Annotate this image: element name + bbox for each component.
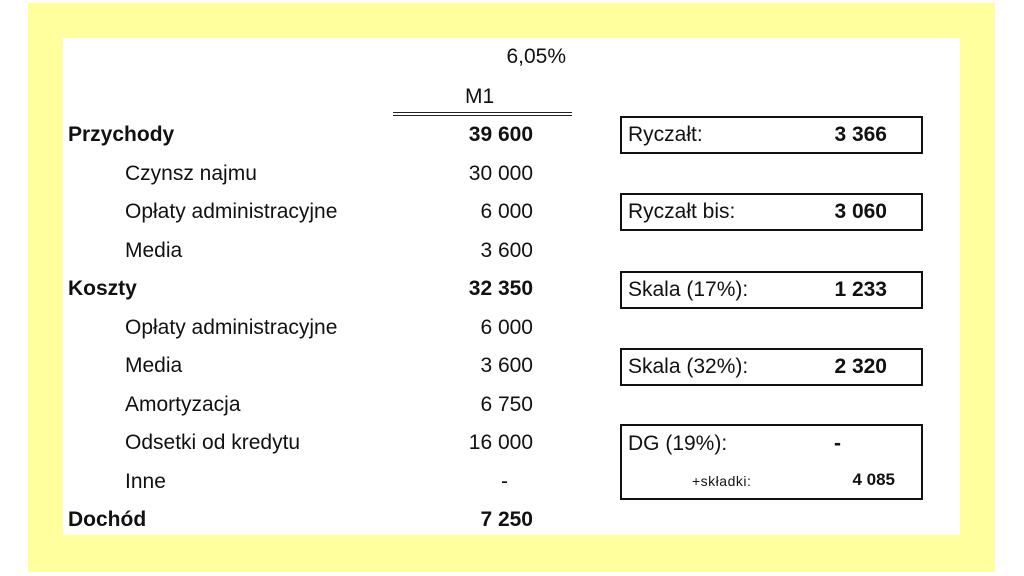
row-label: Media: [125, 238, 183, 262]
row-value: 7 250: [480, 508, 533, 531]
tax-value: 3 060: [834, 200, 887, 223]
row-label: Koszty: [68, 277, 137, 300]
row-value: -: [501, 469, 508, 493]
row-label: Inne: [125, 469, 166, 493]
tax-label: Ryczałt bis:: [628, 200, 736, 223]
row-label: Opłaty administracyjne: [125, 315, 338, 339]
row-value: 6 000: [480, 315, 533, 339]
tax-box-ryczalt: Ryczałt: 3 366: [620, 116, 923, 154]
column-header: M1: [465, 85, 495, 108]
tax-value: 1 233: [834, 278, 887, 301]
rate-cell: 6,05%: [506, 45, 566, 68]
row-value: 6 000: [480, 200, 533, 223]
row-label: Amortyzacja: [125, 392, 241, 416]
tax-value: 3 366: [834, 123, 887, 146]
row-value: 6 750: [480, 392, 533, 416]
row-label: Odsetki od kredytu: [125, 431, 301, 454]
tax-box-skala-17: Skala (17%): 1 233: [620, 271, 923, 309]
tax-box-skala-32: Skala (32%): 2 320: [620, 348, 923, 386]
tax-label: DG (19%):: [628, 432, 728, 455]
tax-value: 2 320: [834, 355, 887, 378]
tax-box-dg-19: DG (19%): - +składki: 4 085: [620, 424, 923, 500]
spreadsheet-area: [63, 38, 960, 535]
contributions-value: 4 085: [852, 470, 895, 489]
row-label: Media: [125, 354, 183, 377]
tax-box-ryczalt-bis: Ryczałt bis: 3 060: [620, 193, 923, 231]
row-value: 32 350: [468, 277, 533, 300]
row-label: Przychody: [68, 123, 175, 146]
row-label: Czynsz najmu: [125, 161, 257, 185]
row-value: 30 000: [468, 161, 533, 185]
tax-label: Skala (17%):: [628, 278, 749, 301]
row-label: Opłaty administracyjne: [125, 200, 338, 223]
row-value: 39 600: [468, 123, 533, 146]
tax-label: Ryczałt:: [628, 123, 703, 146]
contributions-label: +składki:: [692, 473, 752, 489]
tax-label: Skala (32%):: [628, 355, 749, 378]
tax-value: -: [834, 432, 841, 455]
row-value: 3 600: [480, 238, 533, 262]
row-label: Dochód: [68, 508, 147, 531]
double-underline: [393, 112, 572, 116]
row-value: 16 000: [468, 431, 533, 454]
row-value: 3 600: [480, 354, 533, 377]
